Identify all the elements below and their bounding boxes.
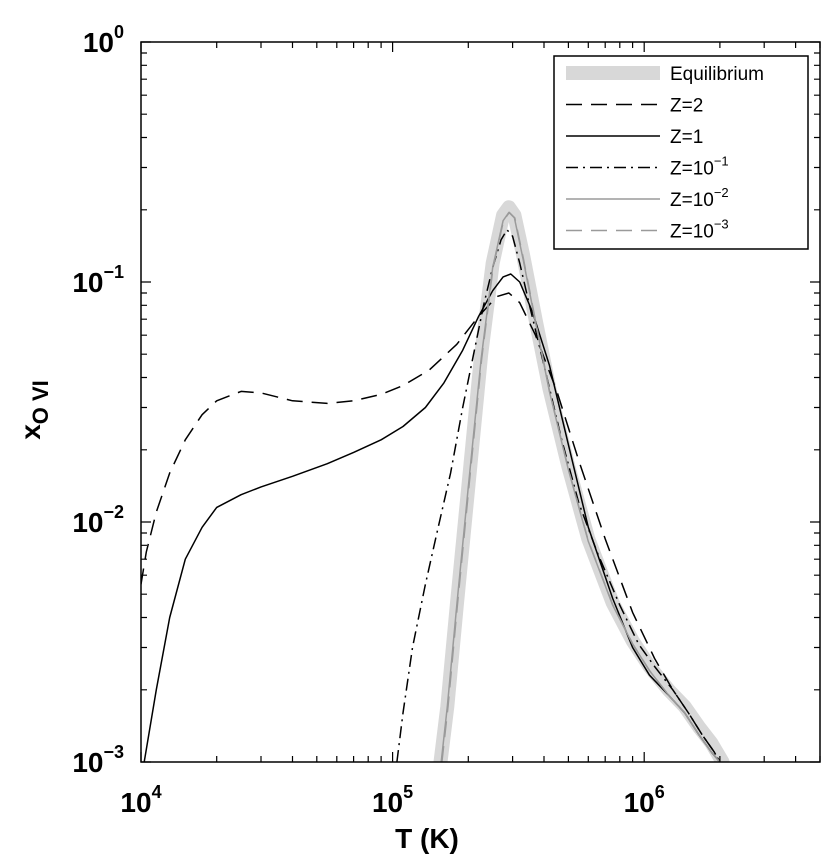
series-line-3 — [396, 229, 721, 762]
series-layer — [141, 200, 730, 762]
legend-label-2: Z=1 — [670, 127, 703, 148]
x-axis-label: T (K) — [395, 823, 459, 854]
y-axis-label: xO VI — [15, 380, 53, 440]
legend-label-0: Equilibrium — [670, 64, 764, 85]
y-tick-label: 100 — [83, 22, 124, 58]
series-line-2 — [143, 273, 721, 762]
y-tick-label: 10−2 — [72, 502, 124, 538]
legend-box — [553, 55, 809, 250]
series-line-5 — [441, 211, 721, 762]
axis-ticks — [140, 41, 821, 763]
x-tick-label: 106 — [624, 782, 665, 818]
ticks-layer — [140, 41, 821, 763]
y-axis-label-main: x — [15, 424, 46, 440]
legend-label-1: Z=2 — [670, 96, 703, 117]
series-line-1 — [141, 292, 721, 762]
legend-label-3: Z=10−1 — [670, 154, 729, 180]
plot-frame — [140, 41, 821, 763]
x-tick-label: 104 — [120, 782, 161, 818]
y-tick-label: 10−1 — [72, 262, 124, 298]
y-tick-label: 10−3 — [72, 742, 124, 778]
legend-label-5: Z=10−3 — [670, 217, 729, 243]
tick-labels-layer: 104 105 106 10−3 10−2 10−1 100 — [72, 22, 664, 818]
x-tick-label: 105 — [372, 782, 413, 818]
y-axis-label-subscript: O VI — [28, 380, 53, 424]
legend: Equilibrium Z=2 Z=1 Z=10−1 Z=10−2 Z=10−3 — [553, 55, 809, 250]
legend-label-4: Z=10−2 — [670, 185, 729, 211]
